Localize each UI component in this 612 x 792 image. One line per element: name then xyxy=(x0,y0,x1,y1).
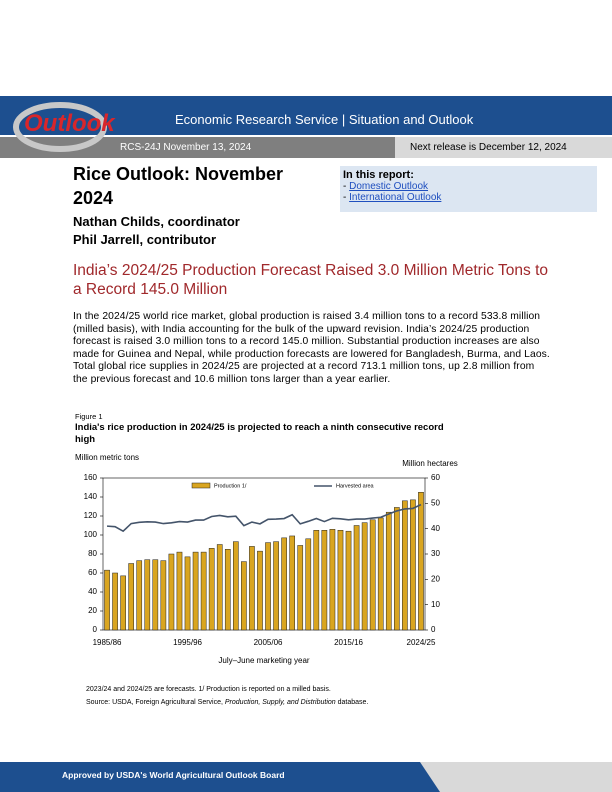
source-text: Source: USDA, Foreign Agricultural Servi… xyxy=(86,699,225,706)
link-row: - Domestic Outlook xyxy=(343,181,429,192)
x-tick-label: 2024/25 xyxy=(407,638,436,647)
y-tick-label: 100 xyxy=(84,530,98,539)
bar xyxy=(337,530,344,631)
y-tick-label: 40 xyxy=(88,587,97,596)
box-heading: In this report: xyxy=(343,169,414,181)
bar xyxy=(152,559,159,631)
y2-tick-label: 60 xyxy=(431,473,440,482)
bar xyxy=(257,550,263,631)
source-text: database. xyxy=(335,699,369,706)
bar xyxy=(281,537,287,631)
x-tick-label: 2015/16 xyxy=(334,638,363,647)
x-axis-label: July–June marketing year xyxy=(218,656,309,665)
bar xyxy=(144,559,151,631)
legend-label: Harvested area xyxy=(336,483,375,489)
author: Nathan Childs, coordinator xyxy=(73,214,240,229)
area-line xyxy=(106,503,422,533)
footer-shape xyxy=(0,762,440,792)
bar xyxy=(184,556,191,631)
y-tick-label: 160 xyxy=(84,473,98,482)
bar xyxy=(297,545,304,631)
report-box: In this report: - Domestic Outlook - Int… xyxy=(340,166,597,212)
bar xyxy=(377,517,384,631)
bar xyxy=(241,561,247,631)
figure-source: Source: USDA, Foreign Agricultural Servi… xyxy=(86,699,368,706)
footer: Approved by USDA's World Agricultural Ou… xyxy=(62,770,285,780)
y-tick-label: 120 xyxy=(84,511,98,520)
bar xyxy=(200,551,207,631)
y2-tick-label: 10 xyxy=(431,600,440,609)
legend-swatch xyxy=(191,482,211,489)
bar xyxy=(208,548,215,631)
x-tick-label: 1985/86 xyxy=(93,638,122,647)
bar xyxy=(410,499,416,631)
report-id-band xyxy=(0,137,395,158)
link-row: - International Outlook xyxy=(343,192,442,203)
bar xyxy=(345,530,352,631)
bar xyxy=(224,549,231,631)
bar xyxy=(160,560,167,631)
y2-tick-label: 20 xyxy=(431,574,440,583)
next-release: Next release is December 12, 2024 xyxy=(410,142,567,153)
bar xyxy=(273,541,279,631)
bar xyxy=(216,544,223,631)
y2-tick-label: 40 xyxy=(431,524,440,533)
chart: Million metric tons Million hectares Jul… xyxy=(75,453,458,665)
y-tick-label: 20 xyxy=(88,606,97,615)
y-tick-label: 140 xyxy=(84,492,98,501)
bar xyxy=(361,522,368,631)
y-tick-label: 0 xyxy=(93,625,98,634)
source-text: Production, Supply, and Distribution xyxy=(224,699,336,706)
report-id: RCS-24J November 13, 2024 xyxy=(120,142,252,153)
headline: India’s 2024/25 Production Forecast Rais… xyxy=(73,262,549,298)
y-tick-label: 80 xyxy=(88,549,97,558)
bar xyxy=(176,551,183,631)
bar xyxy=(313,530,320,631)
figure-note: 2023/24 and 2024/25 are forecasts. 1/ Pr… xyxy=(86,686,331,693)
y2-tick-label: 0 xyxy=(431,625,436,634)
bar xyxy=(385,511,392,631)
bar xyxy=(369,519,376,631)
bar xyxy=(321,530,328,631)
plot-frame xyxy=(102,477,426,631)
author: Phil Jarrell, contributor xyxy=(73,232,217,247)
bar xyxy=(418,492,424,631)
link[interactable]: Domestic Outlook xyxy=(349,181,429,192)
bar xyxy=(168,553,175,631)
agency: Economic Research Service | Situation an… xyxy=(175,112,474,127)
link[interactable]: International Outlook xyxy=(349,192,442,203)
y2-tick-label: 30 xyxy=(431,549,440,558)
body-text: In the 2024/25 world rice market, global… xyxy=(73,311,550,385)
figure-label: Figure 1 xyxy=(75,412,103,421)
bar xyxy=(402,500,408,631)
logo: Outlook xyxy=(24,110,115,137)
bar xyxy=(353,525,360,631)
logo-swoosh xyxy=(13,102,107,152)
legend-label: Production 1/ xyxy=(214,483,247,489)
bar xyxy=(289,535,296,631)
bar xyxy=(393,507,400,631)
bar xyxy=(249,546,255,631)
y-tick-label: 60 xyxy=(88,568,97,577)
bar xyxy=(232,541,239,631)
bar xyxy=(265,542,271,631)
bar xyxy=(305,538,312,631)
y2-tick-label: 50 xyxy=(431,498,440,507)
bar xyxy=(120,575,126,631)
x-tick-label: 1995/96 xyxy=(173,638,202,647)
chart-title: India's rice production in 2024/25 is pr… xyxy=(75,422,444,445)
y2-axis-label: Million hectares xyxy=(402,459,458,468)
bar xyxy=(136,560,143,631)
x-tick-label: 2005/06 xyxy=(254,638,283,647)
bar xyxy=(128,563,135,631)
bar xyxy=(104,569,110,631)
bar xyxy=(329,529,336,631)
release-band xyxy=(395,137,612,158)
bar xyxy=(112,572,118,631)
y-axis-label: Million metric tons xyxy=(75,453,139,462)
title: Rice Outlook: November 2024 xyxy=(73,164,284,208)
bar xyxy=(192,551,199,631)
